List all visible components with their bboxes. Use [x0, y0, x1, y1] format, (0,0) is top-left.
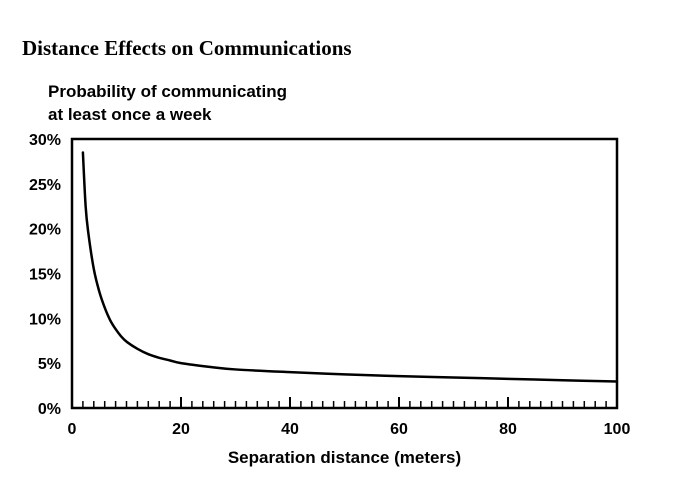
y-tick-label: 10%	[29, 311, 61, 328]
tick-labels: 0 20 40 60 80 100 0% 5% 10% 15% 20% 25% 30%	[29, 132, 630, 438]
x-tick-label: 0	[68, 421, 77, 438]
probability-curve	[81, 151, 619, 383]
x-tick-label: 60	[390, 421, 408, 438]
x-axis-label: Separation distance (meters)	[227, 448, 462, 467]
y-tick-label: 0%	[38, 401, 61, 418]
y-tick-label: 25%	[29, 177, 61, 194]
y-tick-label: 5%	[38, 356, 61, 373]
y-axis-label-line-1: Probability of communicating	[48, 82, 287, 101]
y-tick-label: 30%	[29, 132, 61, 149]
y-tick-label: 15%	[29, 267, 61, 284]
x-tick-label: 20	[172, 421, 190, 438]
tick-marks	[82, 397, 607, 408]
x-tick-label: 80	[499, 421, 517, 438]
plot-frame	[70, 137, 619, 410]
x-tick-label: 40	[281, 421, 299, 438]
x-tick-label: 100	[604, 421, 631, 438]
y-axis-label: Probability of communicating at least on…	[48, 80, 287, 126]
chart-title: Distance Effects on Communications	[22, 36, 352, 60]
y-tick-label: 20%	[29, 222, 61, 239]
y-axis-label-line-2: at least once a week	[48, 105, 212, 124]
